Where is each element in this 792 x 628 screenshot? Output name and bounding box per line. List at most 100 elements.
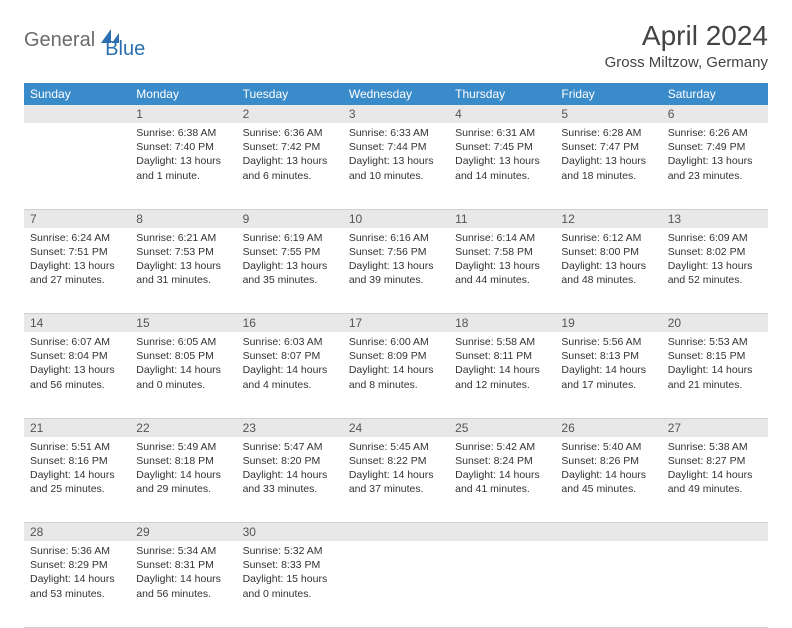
day-cell-content — [343, 541, 449, 550]
day-number: 11 — [449, 209, 555, 228]
day-cell-content: Sunrise: 6:28 AMSunset: 7:47 PMDaylight:… — [555, 123, 661, 189]
day-cell-content: Sunrise: 6:31 AMSunset: 7:45 PMDaylight:… — [449, 123, 555, 189]
sunrise-text: Sunrise: 6:12 AM — [561, 231, 655, 245]
sunset-text: Sunset: 7:45 PM — [455, 140, 549, 154]
daylight1-text: Daylight: 13 hours — [561, 259, 655, 273]
sunrise-text: Sunrise: 6:38 AM — [136, 126, 230, 140]
day-cell: Sunrise: 5:40 AMSunset: 8:26 PMDaylight:… — [555, 437, 661, 523]
day-cell-content: Sunrise: 6:14 AMSunset: 7:58 PMDaylight:… — [449, 228, 555, 294]
sunrise-text: Sunrise: 5:56 AM — [561, 335, 655, 349]
day-number: 3 — [343, 105, 449, 123]
day-cell: Sunrise: 6:07 AMSunset: 8:04 PMDaylight:… — [24, 332, 130, 418]
daylight1-text: Daylight: 14 hours — [243, 363, 337, 377]
day-number: 18 — [449, 314, 555, 333]
day-cell-content: Sunrise: 5:49 AMSunset: 8:18 PMDaylight:… — [130, 437, 236, 503]
sunset-text: Sunset: 8:26 PM — [561, 454, 655, 468]
daylight1-text: Daylight: 15 hours — [243, 572, 337, 586]
daylight2-text: and 25 minutes. — [30, 482, 124, 496]
daylight1-text: Daylight: 14 hours — [243, 468, 337, 482]
day-cell-content: Sunrise: 5:34 AMSunset: 8:31 PMDaylight:… — [130, 541, 236, 607]
day-cell-content: Sunrise: 5:53 AMSunset: 8:15 PMDaylight:… — [662, 332, 768, 398]
weekday-header: Monday — [130, 83, 236, 105]
day-number: 13 — [662, 209, 768, 228]
daylight2-text: and 37 minutes. — [349, 482, 443, 496]
sunset-text: Sunset: 8:00 PM — [561, 245, 655, 259]
day-number: 12 — [555, 209, 661, 228]
daylight2-text: and 39 minutes. — [349, 273, 443, 287]
day-number: 21 — [24, 418, 130, 437]
day-cell: Sunrise: 6:38 AMSunset: 7:40 PMDaylight:… — [130, 123, 236, 209]
sunrise-text: Sunrise: 5:53 AM — [668, 335, 762, 349]
day-number: 30 — [237, 523, 343, 542]
day-number: 6 — [662, 105, 768, 123]
sunrise-text: Sunrise: 5:51 AM — [30, 440, 124, 454]
daylight2-text: and 44 minutes. — [455, 273, 549, 287]
day-cell: Sunrise: 6:28 AMSunset: 7:47 PMDaylight:… — [555, 123, 661, 209]
day-cell: Sunrise: 6:12 AMSunset: 8:00 PMDaylight:… — [555, 228, 661, 314]
day-number: 26 — [555, 418, 661, 437]
daylight1-text: Daylight: 14 hours — [30, 468, 124, 482]
daylight2-text: and 35 minutes. — [243, 273, 337, 287]
sunset-text: Sunset: 8:24 PM — [455, 454, 549, 468]
day-cell-content: Sunrise: 6:33 AMSunset: 7:44 PMDaylight:… — [343, 123, 449, 189]
sunset-text: Sunset: 7:42 PM — [243, 140, 337, 154]
sunset-text: Sunset: 7:56 PM — [349, 245, 443, 259]
sunset-text: Sunset: 8:09 PM — [349, 349, 443, 363]
daylight1-text: Daylight: 13 hours — [30, 259, 124, 273]
sunset-text: Sunset: 8:27 PM — [668, 454, 762, 468]
day-number: 2 — [237, 105, 343, 123]
day-number: 10 — [343, 209, 449, 228]
day-cell-content: Sunrise: 5:32 AMSunset: 8:33 PMDaylight:… — [237, 541, 343, 607]
day-cell-content: Sunrise: 6:38 AMSunset: 7:40 PMDaylight:… — [130, 123, 236, 189]
day-cell-content: Sunrise: 6:07 AMSunset: 8:04 PMDaylight:… — [24, 332, 130, 398]
day-cell: Sunrise: 6:21 AMSunset: 7:53 PMDaylight:… — [130, 228, 236, 314]
sunrise-text: Sunrise: 5:36 AM — [30, 544, 124, 558]
day-number — [449, 523, 555, 542]
sunset-text: Sunset: 7:53 PM — [136, 245, 230, 259]
weekday-header: Saturday — [662, 83, 768, 105]
daylight2-text: and 21 minutes. — [668, 378, 762, 392]
day-cell — [24, 123, 130, 209]
day-cell: Sunrise: 6:26 AMSunset: 7:49 PMDaylight:… — [662, 123, 768, 209]
sunrise-text: Sunrise: 6:24 AM — [30, 231, 124, 245]
daylight1-text: Daylight: 13 hours — [30, 363, 124, 377]
sunset-text: Sunset: 8:20 PM — [243, 454, 337, 468]
day-cell-content: Sunrise: 5:45 AMSunset: 8:22 PMDaylight:… — [343, 437, 449, 503]
day-cell-content: Sunrise: 6:05 AMSunset: 8:05 PMDaylight:… — [130, 332, 236, 398]
sunrise-text: Sunrise: 6:36 AM — [243, 126, 337, 140]
day-number: 27 — [662, 418, 768, 437]
daylight1-text: Daylight: 14 hours — [455, 468, 549, 482]
content-row: Sunrise: 6:38 AMSunset: 7:40 PMDaylight:… — [24, 123, 768, 209]
daylight2-text: and 52 minutes. — [668, 273, 762, 287]
daynum-row: 123456 — [24, 105, 768, 123]
day-cell: Sunrise: 5:56 AMSunset: 8:13 PMDaylight:… — [555, 332, 661, 418]
sunrise-text: Sunrise: 6:33 AM — [349, 126, 443, 140]
daylight2-text: and 4 minutes. — [243, 378, 337, 392]
daylight2-text: and 53 minutes. — [30, 587, 124, 601]
header: General Blue April 2024 Gross Miltzow, G… — [24, 20, 768, 71]
sunrise-text: Sunrise: 6:21 AM — [136, 231, 230, 245]
sunrise-text: Sunrise: 5:49 AM — [136, 440, 230, 454]
title-block: April 2024 Gross Miltzow, Germany — [605, 20, 768, 71]
daylight2-text: and 29 minutes. — [136, 482, 230, 496]
day-cell-content — [555, 541, 661, 550]
daylight1-text: Daylight: 13 hours — [243, 259, 337, 273]
daylight2-text: and 0 minutes. — [136, 378, 230, 392]
day-number: 28 — [24, 523, 130, 542]
day-number: 15 — [130, 314, 236, 333]
day-cell-content: Sunrise: 5:42 AMSunset: 8:24 PMDaylight:… — [449, 437, 555, 503]
weekday-header: Tuesday — [237, 83, 343, 105]
sunset-text: Sunset: 8:22 PM — [349, 454, 443, 468]
daylight2-text: and 31 minutes. — [136, 273, 230, 287]
sunrise-text: Sunrise: 6:03 AM — [243, 335, 337, 349]
day-number: 5 — [555, 105, 661, 123]
day-cell-content: Sunrise: 5:51 AMSunset: 8:16 PMDaylight:… — [24, 437, 130, 503]
sunset-text: Sunset: 8:02 PM — [668, 245, 762, 259]
day-cell: Sunrise: 5:45 AMSunset: 8:22 PMDaylight:… — [343, 437, 449, 523]
day-cell — [449, 541, 555, 627]
sunset-text: Sunset: 8:07 PM — [243, 349, 337, 363]
daylight1-text: Daylight: 14 hours — [349, 468, 443, 482]
sunset-text: Sunset: 7:49 PM — [668, 140, 762, 154]
day-cell: Sunrise: 6:00 AMSunset: 8:09 PMDaylight:… — [343, 332, 449, 418]
sunset-text: Sunset: 8:29 PM — [30, 558, 124, 572]
